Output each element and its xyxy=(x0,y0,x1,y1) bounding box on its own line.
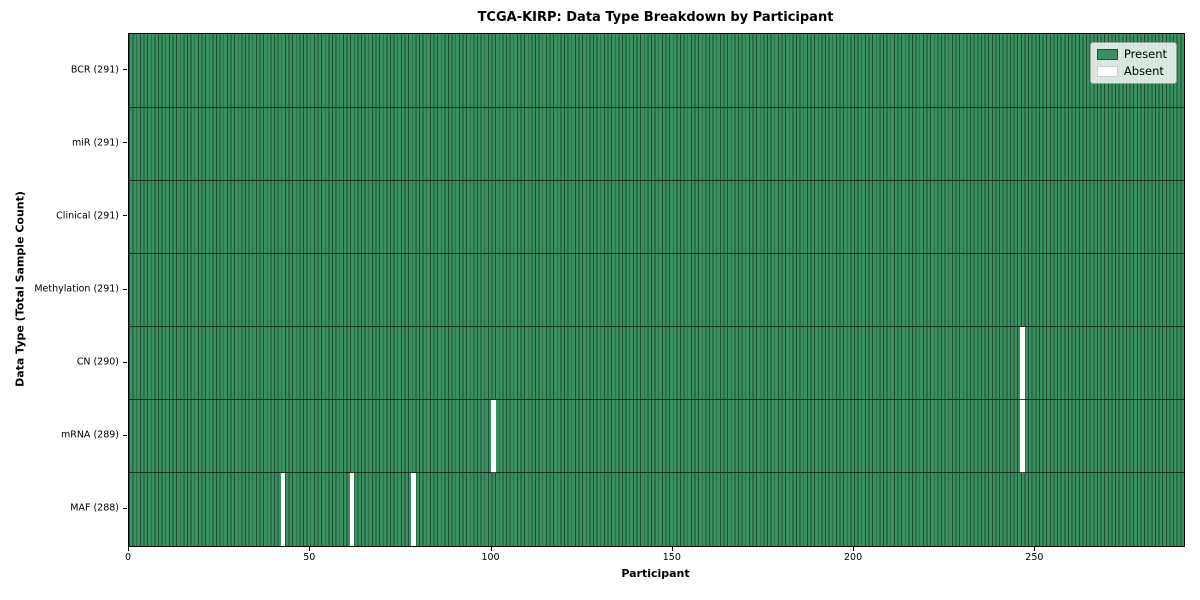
x-tick-mark xyxy=(1034,547,1036,551)
heatmap-row-mir xyxy=(129,107,1184,181)
x-axis-label: Participant xyxy=(621,567,690,580)
y-tick-label-mrna: mRNA (289) xyxy=(60,429,119,441)
y-tick-label-cn: CN (290) xyxy=(76,356,119,368)
chart-title: TCGA-KIRP: Data Type Breakdown by Partic… xyxy=(477,10,834,25)
y-tick-mark xyxy=(123,507,127,509)
x-tick-mark xyxy=(853,547,855,551)
y-tick-label-clinical: Clinical (291) xyxy=(56,210,119,222)
row-divider xyxy=(129,472,1184,474)
heatmap-row-mrna xyxy=(129,399,1184,473)
legend-swatch-present xyxy=(1096,49,1118,60)
legend-item-present: Present xyxy=(1096,47,1167,61)
legend-label: Absent xyxy=(1123,64,1164,78)
heatmap-row-bcr xyxy=(129,34,1184,108)
x-tick-label: 100 xyxy=(481,552,500,563)
row-divider xyxy=(129,399,1184,401)
heatmap-row-methylation xyxy=(129,253,1184,327)
legend-swatch-absent xyxy=(1096,66,1118,77)
row-divider xyxy=(129,326,1184,328)
row-divider xyxy=(129,252,1184,254)
legend: Present Absent xyxy=(1089,42,1177,84)
absent-cell-mrna-246 xyxy=(1020,399,1025,473)
y-tick-label-maf: MAF (288) xyxy=(70,502,119,514)
y-tick-mark xyxy=(123,215,127,217)
absent-cell-mrna-100 xyxy=(491,399,496,473)
absent-cell-cn-246 xyxy=(1020,326,1025,400)
y-tick-label-methylation: Methylation (291) xyxy=(34,283,119,295)
x-tick-mark xyxy=(309,547,311,551)
x-tick-mark xyxy=(128,547,129,551)
legend-item-absent: Absent xyxy=(1096,64,1167,78)
x-tick-label: 250 xyxy=(1025,552,1044,563)
y-tick-mark xyxy=(123,142,127,144)
absent-cell-maf-61 xyxy=(349,472,355,546)
absent-cell-maf-78 xyxy=(411,472,416,546)
x-tick-mark xyxy=(490,547,492,551)
x-tick-label: 200 xyxy=(844,552,863,563)
y-tick-mark xyxy=(123,361,127,363)
heatmap-row-clinical xyxy=(129,180,1184,254)
y-tick-mark xyxy=(123,288,127,290)
y-tick-mark xyxy=(123,69,127,71)
heatmap-row-cn xyxy=(129,326,1184,400)
heatmap-row-maf xyxy=(129,472,1184,546)
x-tick-mark xyxy=(671,547,673,551)
row-divider xyxy=(129,106,1184,108)
y-tick-mark xyxy=(123,434,127,436)
x-tick-label: 0 xyxy=(124,552,132,563)
row-divider xyxy=(129,179,1184,181)
x-tick-label: 50 xyxy=(303,552,316,563)
legend-label: Present xyxy=(1123,47,1167,61)
x-tick-label: 150 xyxy=(662,552,681,563)
plot-area: Present Absent xyxy=(128,33,1185,547)
y-tick-label-mir: miR (291) xyxy=(71,137,119,149)
y-tick-label-bcr: BCR (291) xyxy=(70,64,119,76)
absent-cell-maf-42 xyxy=(280,472,286,546)
